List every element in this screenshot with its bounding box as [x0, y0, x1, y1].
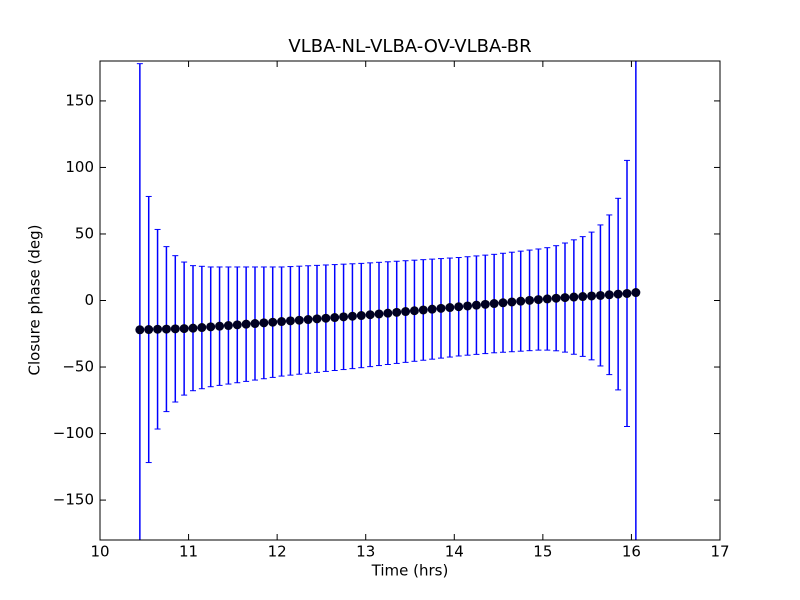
point: [356, 311, 366, 321]
point: [418, 305, 428, 315]
x-tick-label: 15: [533, 543, 552, 561]
point: [232, 320, 242, 330]
point: [153, 324, 163, 334]
point: [144, 325, 154, 335]
y-tick-label: 50: [75, 224, 94, 242]
point: [498, 298, 508, 308]
point: [613, 289, 623, 299]
point: [312, 314, 322, 324]
point: [321, 313, 331, 323]
point: [392, 307, 402, 317]
point: [250, 319, 260, 329]
x-tick-label: 13: [356, 543, 375, 561]
x-axis-label: Time (hrs): [371, 562, 449, 580]
point: [533, 295, 543, 305]
y-tick-label: −150: [53, 491, 94, 509]
point: [560, 293, 570, 303]
y-tick-label: 150: [65, 91, 94, 109]
point: [525, 295, 535, 305]
point: [463, 301, 473, 311]
point: [480, 299, 490, 309]
x-tick-label: 14: [445, 543, 464, 561]
point: [135, 325, 145, 335]
point: [569, 292, 579, 302]
point: [330, 313, 340, 323]
x-tick-label: 10: [90, 543, 109, 561]
chart-title: VLBA-NL-VLBA-OV-VLBA-BR: [288, 36, 531, 57]
point: [347, 311, 357, 321]
point: [595, 290, 605, 300]
point: [401, 307, 411, 317]
point: [507, 297, 517, 307]
point: [436, 303, 446, 313]
point: [188, 323, 198, 333]
point: [215, 321, 225, 331]
point: [206, 322, 216, 332]
point: [241, 319, 251, 329]
point: [551, 293, 561, 303]
point: [268, 317, 278, 327]
point: [542, 294, 552, 304]
point: [587, 291, 597, 301]
x-tick-label: 16: [622, 543, 641, 561]
point: [294, 315, 304, 325]
point: [277, 317, 287, 327]
plot-area: [135, 61, 641, 540]
point: [622, 288, 632, 298]
point: [374, 309, 384, 319]
point: [409, 306, 419, 316]
point: [285, 316, 295, 326]
y-tick-label: −50: [62, 358, 94, 376]
point: [445, 303, 455, 313]
point: [179, 324, 189, 334]
y-tick-label: 100: [65, 158, 94, 176]
point: [161, 324, 171, 334]
x-tick-label: 12: [268, 543, 287, 561]
x-tick-label: 11: [179, 543, 198, 561]
point: [303, 315, 313, 325]
point: [604, 290, 614, 300]
point: [339, 312, 349, 322]
point: [471, 300, 481, 310]
point: [259, 318, 269, 328]
point: [383, 308, 393, 318]
x-tick-label: 17: [710, 543, 729, 561]
point: [197, 323, 207, 333]
point: [170, 324, 180, 334]
y-axis-label: Closure phase (deg): [26, 225, 44, 376]
y-tick-label: 0: [84, 291, 94, 309]
y-tick-label: −100: [53, 424, 94, 442]
point: [578, 292, 588, 302]
point: [454, 302, 464, 312]
point: [365, 310, 375, 320]
point: [516, 296, 526, 306]
point: [631, 288, 641, 298]
point: [427, 304, 437, 314]
point: [489, 299, 499, 309]
point: [223, 321, 233, 331]
